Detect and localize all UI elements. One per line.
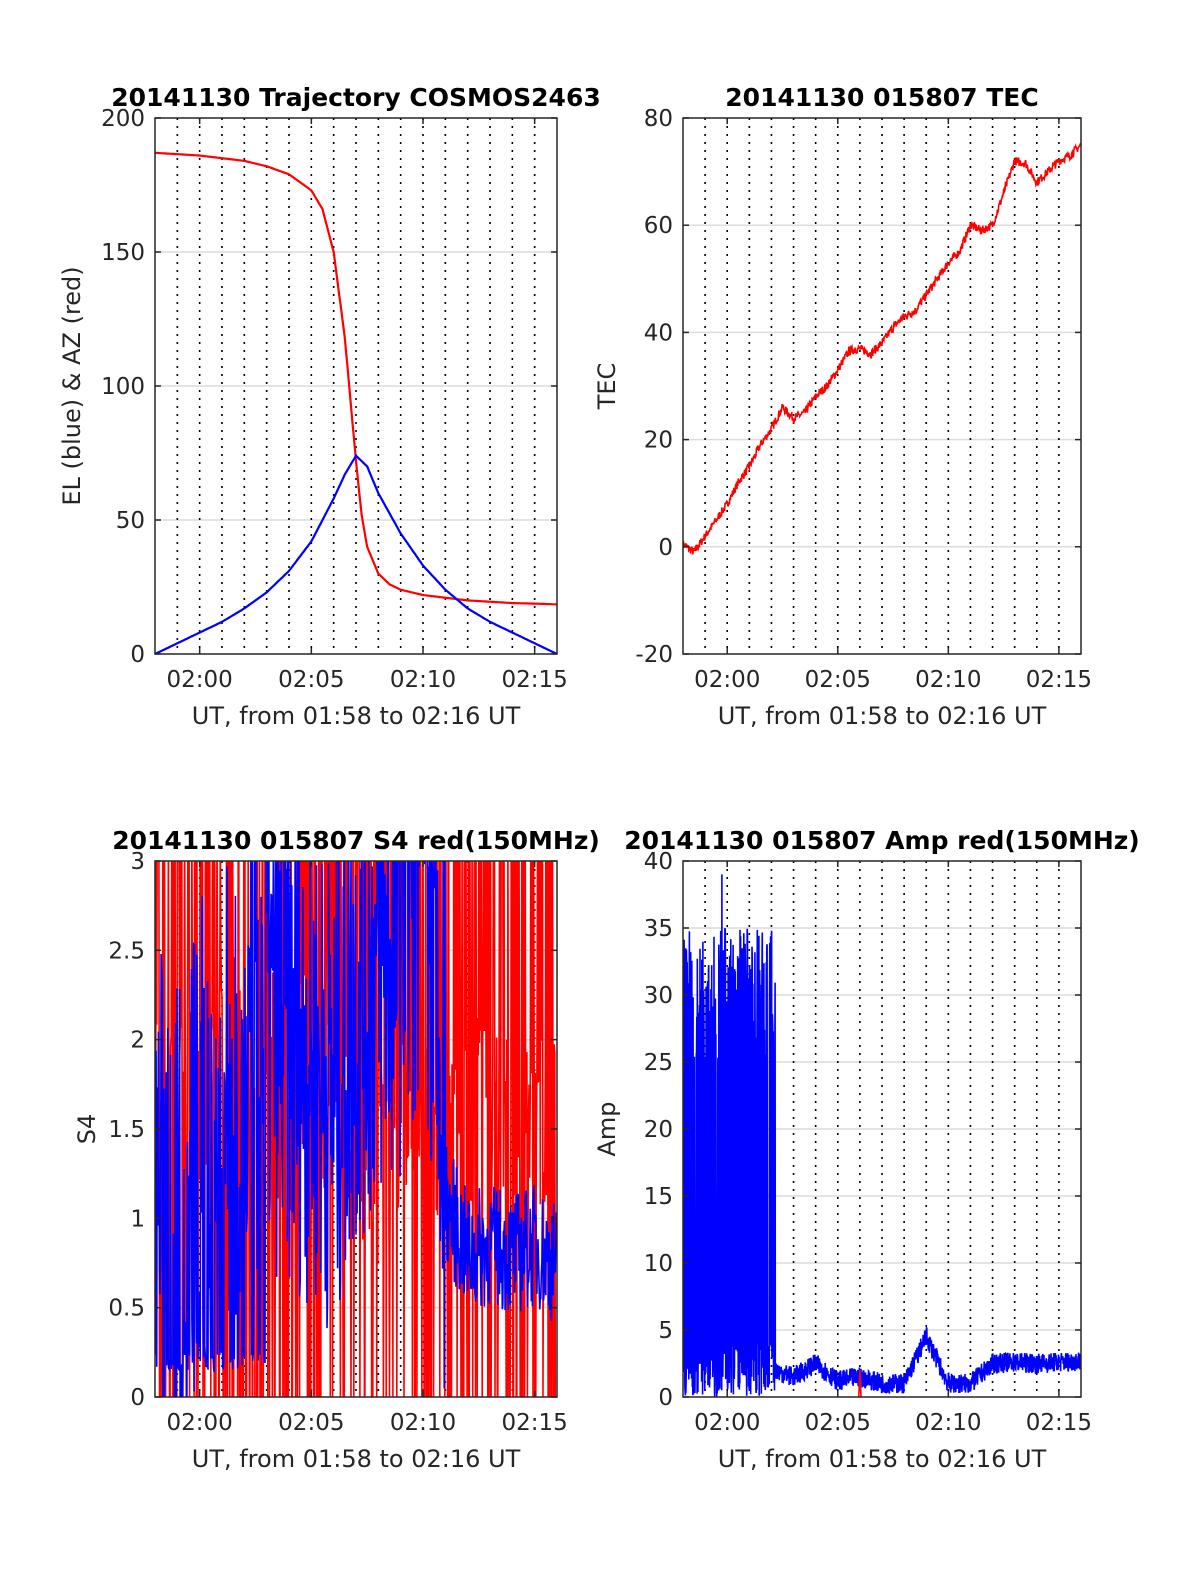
x-tick-label: 02:15 xyxy=(502,1410,568,1436)
x-tick-label: 02:05 xyxy=(805,1410,871,1436)
x-tick-label: 02:05 xyxy=(805,667,871,693)
y-tick-label: 5 xyxy=(658,1318,673,1344)
y-tick-label: 15 xyxy=(644,1184,673,1210)
amp-title: 20141130 015807 Amp red(150MHz) xyxy=(624,826,1140,855)
y-tick-label: 0 xyxy=(658,1385,673,1411)
x-tick-label: 02:10 xyxy=(915,1410,981,1436)
x-tick-label: 02:10 xyxy=(915,667,981,693)
y-tick-label: 1.5 xyxy=(108,1117,145,1143)
y-tick-label: 100 xyxy=(101,374,145,400)
tec-title: 20141130 015807 TEC xyxy=(725,83,1038,112)
trajectory-series-group xyxy=(155,151,557,654)
x-tick-label: 02:15 xyxy=(1026,1410,1092,1436)
y-tick-label: 2.5 xyxy=(108,938,145,964)
y-tick-label: 2 xyxy=(130,1028,145,1054)
s4-series-group xyxy=(155,861,557,1397)
y-tick-label: 0.5 xyxy=(108,1296,145,1322)
y-tick-label: 40 xyxy=(644,849,673,875)
tec-tec-line xyxy=(683,142,1081,555)
y-tick-label: 20 xyxy=(644,1117,673,1143)
s4-xlabel: UT, from 01:58 to 02:16 UT xyxy=(192,1445,521,1473)
x-tick-label: 02:15 xyxy=(502,667,568,693)
amp-ylabel: Amp xyxy=(593,1101,621,1156)
amp-amp_blue-line xyxy=(683,874,1081,1397)
x-tick-label: 02:15 xyxy=(1026,667,1092,693)
amp-chart: 0 5 10 15 20 25 30 35 40 02:00 02:05 02:10 02:15 2014… xyxy=(593,826,1140,1473)
x-tick-label: 02:00 xyxy=(167,667,233,693)
y-tick-label: 10 xyxy=(644,1251,673,1277)
y-tick-label: 25 xyxy=(644,1050,673,1076)
y-tick-label: 20 xyxy=(644,428,673,454)
tec-xlabel: UT, from 01:58 to 02:16 UT xyxy=(718,702,1047,730)
trajectory-title: 20141130 Trajectory COSMOS2463 xyxy=(111,83,601,112)
y-tick-label: 50 xyxy=(116,508,145,534)
y-tick-label: 3 xyxy=(130,849,145,875)
s4-ylabel: S4 xyxy=(73,1114,101,1145)
y-tick-label: 35 xyxy=(644,916,673,942)
y-tick-label: 0 xyxy=(658,535,673,561)
y-tick-label: 0 xyxy=(130,1385,145,1411)
x-tick-label: 02:00 xyxy=(694,1410,760,1436)
amp-amp_red-line xyxy=(858,1370,862,1397)
x-tick-label: 02:05 xyxy=(278,667,344,693)
trajectory-ylabel: EL (blue) & AZ (red) xyxy=(58,266,86,505)
y-tick-label: 60 xyxy=(644,213,673,239)
trajectory-xlabel: UT, from 01:58 to 02:16 UT xyxy=(192,702,521,730)
s4-chart: 0 0.5 1 1.5 2 2.5 3 02:00 02:05 02:10 02:15 2014113… xyxy=(73,826,600,1473)
amp-series-group xyxy=(683,874,1081,1397)
x-tick-label: 02:00 xyxy=(167,1410,233,1436)
trajectory-el-line xyxy=(155,453,557,654)
x-tick-label: 02:00 xyxy=(694,667,760,693)
trajectory-az-line xyxy=(155,151,557,606)
x-tick-label: 02:10 xyxy=(390,667,456,693)
tec-ylabel: TEC xyxy=(593,363,621,411)
y-tick-label: 80 xyxy=(644,106,673,132)
trajectory-chart: 0 50 100 150 200 02:00 02:05 02:10 02:15 20141130… xyxy=(58,83,601,730)
y-tick-label: 150 xyxy=(101,240,145,266)
y-tick-label: 0 xyxy=(130,642,145,668)
y-tick-label: 40 xyxy=(644,320,673,346)
y-tick-label: 30 xyxy=(644,983,673,1009)
tec-axes-box xyxy=(682,117,1082,655)
y-tick-label: 1 xyxy=(130,1206,145,1232)
y-tick-label: -20 xyxy=(635,642,673,668)
x-tick-label: 02:05 xyxy=(278,1410,344,1436)
y-tick-label: 200 xyxy=(101,106,145,132)
tec-chart: -20 0 20 40 60 80 02:00 02:05 02:10 02:15 20141130… xyxy=(593,83,1092,730)
amp-xlabel: UT, from 01:58 to 02:16 UT xyxy=(718,1445,1047,1473)
x-tick-label: 02:10 xyxy=(390,1410,456,1436)
s4-title: 20141130 015807 S4 red(150MHz) xyxy=(112,826,600,855)
tec-series-group xyxy=(683,142,1081,555)
s4-s4_blue-line xyxy=(155,861,557,1397)
